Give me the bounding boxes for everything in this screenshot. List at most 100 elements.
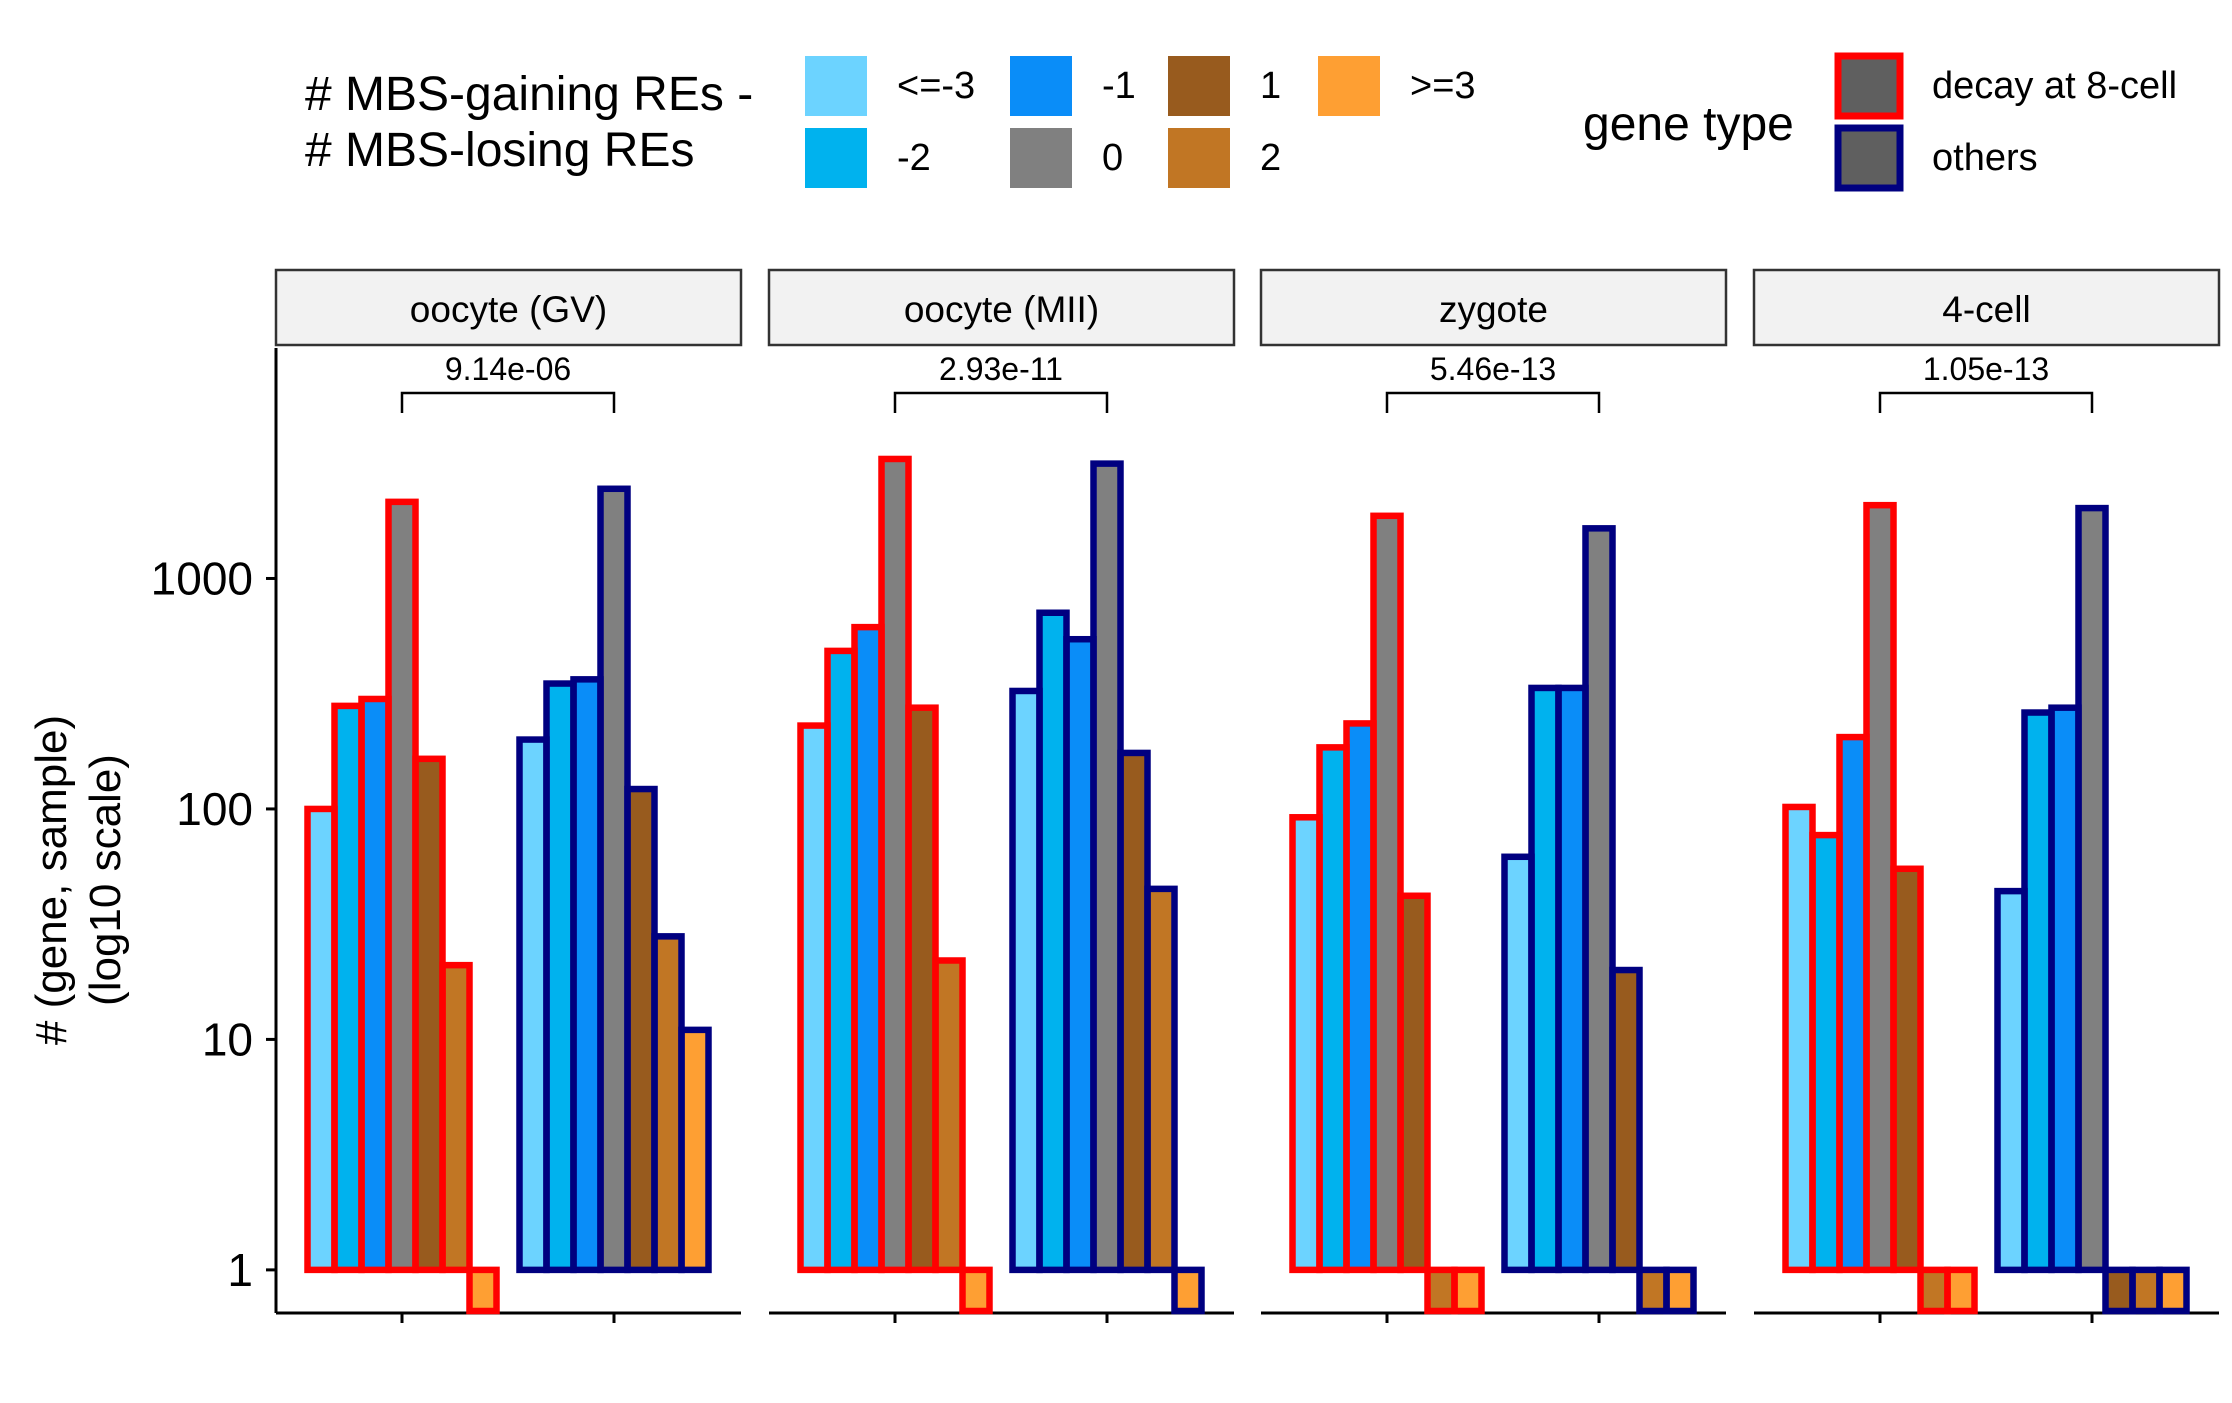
bar bbox=[1147, 888, 1175, 1270]
fill-legend-label: 2 bbox=[1260, 137, 1281, 179]
fill-legend-key bbox=[805, 128, 867, 188]
facet-strip-label: oocyte (GV) bbox=[410, 289, 607, 330]
bar-outline bbox=[932, 957, 966, 1274]
bar-group bbox=[1782, 501, 1978, 1315]
p-value-label: 9.14e-06 bbox=[445, 351, 571, 387]
facet-strip-label: oocyte (MII) bbox=[904, 289, 1099, 330]
bar-outline bbox=[1171, 1266, 1205, 1315]
bar bbox=[908, 707, 936, 1270]
fill-legend-key bbox=[1010, 128, 1072, 188]
bar bbox=[1039, 612, 1067, 1270]
bar bbox=[519, 739, 547, 1270]
bar bbox=[1997, 891, 2025, 1270]
gene-type-legend-key bbox=[1834, 52, 1904, 120]
bar bbox=[681, 1029, 709, 1270]
bar bbox=[307, 808, 335, 1270]
bar bbox=[1531, 687, 1559, 1270]
bar-group bbox=[1009, 460, 1205, 1315]
bar bbox=[2078, 508, 2106, 1270]
bar bbox=[827, 650, 855, 1270]
bar bbox=[654, 936, 682, 1270]
bar bbox=[2105, 1269, 2133, 1313]
bar bbox=[546, 683, 574, 1270]
bar-outline bbox=[1451, 1266, 1485, 1315]
bar-outline bbox=[1609, 966, 1643, 1274]
bar bbox=[1504, 856, 1532, 1270]
significance-bracket bbox=[1385, 391, 1601, 413]
bar-group bbox=[304, 498, 500, 1315]
facet-strip bbox=[1752, 268, 2221, 347]
bar bbox=[1785, 806, 1813, 1270]
bar bbox=[388, 501, 416, 1270]
bar bbox=[1866, 505, 1894, 1270]
facet-strip-label: zygote bbox=[1439, 289, 1548, 330]
bar-outline bbox=[466, 1266, 500, 1315]
bar bbox=[334, 705, 362, 1270]
fill-legend-key bbox=[1168, 56, 1230, 116]
bar bbox=[854, 627, 882, 1270]
fill-legend-key bbox=[1010, 56, 1072, 116]
bar-outline bbox=[1582, 525, 1616, 1274]
bar-group bbox=[1501, 525, 1697, 1315]
bar bbox=[1373, 515, 1401, 1270]
facet-panel: oocyte (MII) 2.93e-11 bbox=[767, 268, 1236, 1323]
p-value-label: 1.05e-13 bbox=[1923, 351, 2049, 387]
bar-outline bbox=[1890, 865, 1924, 1274]
bar-outline bbox=[1144, 885, 1178, 1274]
bar-group bbox=[516, 485, 712, 1274]
y-axis-title-line-2: (log10 scale) bbox=[81, 754, 130, 1006]
p-value-label: 2.93e-11 bbox=[939, 351, 1063, 387]
bar bbox=[1427, 1269, 1455, 1313]
bar-outline bbox=[678, 1026, 712, 1274]
fill-legend-label: -2 bbox=[897, 137, 931, 179]
bar bbox=[2132, 1269, 2160, 1313]
facet-strip-label: 4-cell bbox=[1942, 289, 2030, 330]
bar-group bbox=[797, 455, 993, 1315]
p-value-label: 5.46e-13 bbox=[1430, 351, 1556, 387]
significance-bracket bbox=[893, 391, 1109, 413]
gene-type-legend-label: others bbox=[1932, 137, 2038, 179]
bar bbox=[415, 758, 443, 1270]
facet-strip bbox=[767, 268, 1236, 347]
bar bbox=[1558, 687, 1586, 1270]
fill-legend-label: 0 bbox=[1102, 137, 1123, 179]
fill-legend-key bbox=[1168, 128, 1230, 188]
bar bbox=[935, 960, 963, 1270]
bar bbox=[1292, 817, 1320, 1270]
bar bbox=[361, 698, 389, 1270]
y-tick-label: 100 bbox=[176, 783, 253, 835]
bar bbox=[1612, 970, 1640, 1270]
bar bbox=[881, 458, 909, 1270]
gene-type-legend: gene type decay at 8-cell others bbox=[1583, 52, 2177, 192]
bar bbox=[1585, 528, 1613, 1270]
gene-type-legend-key bbox=[1834, 124, 1904, 192]
bar bbox=[1947, 1269, 1975, 1313]
bar-outline bbox=[439, 961, 473, 1274]
bar bbox=[2024, 712, 2052, 1270]
y-tick-label: 1 bbox=[227, 1244, 253, 1296]
facet-strip bbox=[1259, 268, 1728, 347]
y-axis: 1 10 100 1000 # (gene, sample) (log10 scale… bbox=[27, 348, 278, 1313]
bar bbox=[573, 679, 601, 1270]
bar bbox=[2051, 707, 2079, 1270]
bar bbox=[800, 725, 828, 1270]
fill-legend-label: >=3 bbox=[1410, 65, 1476, 107]
bar-outline bbox=[2075, 504, 2109, 1274]
bar-group bbox=[1289, 512, 1485, 1315]
y-axis-title-line-1: # (gene, sample) bbox=[27, 715, 76, 1045]
bar-outline bbox=[1663, 1266, 1697, 1315]
bar-outline bbox=[2156, 1266, 2190, 1315]
bar bbox=[600, 488, 628, 1270]
bar bbox=[1639, 1269, 1667, 1313]
facet-panel: 4-cell 1.05e-13 bbox=[1752, 268, 2221, 1323]
bar bbox=[1066, 639, 1094, 1270]
significance-bracket bbox=[1878, 391, 2094, 413]
bar-outline bbox=[1944, 1266, 1978, 1315]
bar bbox=[1120, 752, 1148, 1270]
bar bbox=[1346, 723, 1374, 1270]
fill-legend-title-line-2: # MBS-losing REs bbox=[305, 124, 694, 177]
y-axis-title: # (gene, sample) (log10 scale) bbox=[27, 715, 130, 1045]
bar bbox=[1839, 737, 1867, 1270]
fill-legend-label: <=-3 bbox=[897, 65, 975, 107]
